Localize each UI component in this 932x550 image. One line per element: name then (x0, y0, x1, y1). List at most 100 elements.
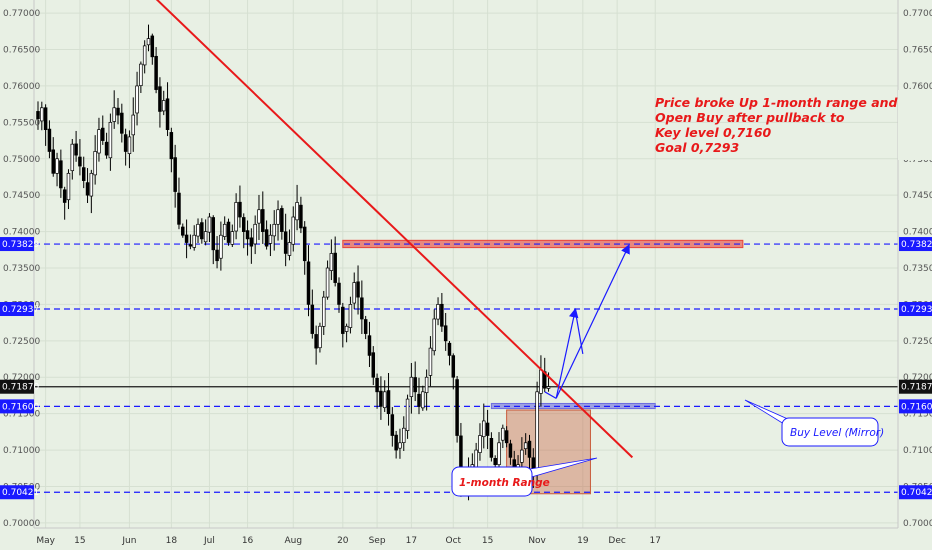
candle-body (402, 427, 406, 443)
price-box-left (0, 399, 34, 414)
resistance-zone (342, 239, 744, 249)
candle-body (360, 297, 364, 320)
candle-body (112, 107, 116, 122)
candle-body (527, 440, 532, 458)
y-axis-left: 0.77000 0.76500 0.76000 0.75500 0.75000 0.745… (3, 9, 40, 529)
y-tick-label-left: 0.72000 (3, 373, 40, 383)
price-box-right (899, 302, 932, 317)
y-tick-label-right: 0.72500 (903, 337, 932, 347)
price-box-right (899, 485, 932, 500)
horizontal-levels (34, 243, 898, 493)
candle-body (455, 379, 459, 436)
x-tick-label: 19 (577, 536, 589, 546)
x-axis: May 15 Jun 18 Jul 16 Aug 20 Sep 17 Oct 15 Nov 19 Dec 17 (36, 536, 661, 546)
y-tick-label-left: 0.74000 (3, 228, 40, 238)
price-box-right (899, 379, 932, 394)
candle-body (40, 107, 44, 122)
candle-body (443, 325, 448, 342)
candle-body (352, 282, 356, 304)
price-box-right (899, 237, 932, 252)
arrow-pullback (574, 310, 584, 355)
candle-body (489, 437, 494, 458)
y-tick-label-right: 0.76000 (903, 82, 932, 92)
x-tick-label: Sep (369, 536, 386, 546)
x-tick-label: 18 (166, 536, 178, 546)
candle-body (451, 355, 456, 378)
candle-body (348, 304, 353, 328)
candle-body (440, 303, 444, 327)
candle-body (66, 172, 71, 201)
candle-body (539, 369, 543, 394)
candle-body (150, 35, 155, 58)
candle-body (261, 209, 265, 232)
y-tick-label-right: 0.76500 (903, 46, 932, 56)
candle-body (93, 151, 97, 176)
y-tick-label-left: 0.76000 (3, 82, 40, 92)
annotation-line-4: Goal 0,7293 (655, 140, 739, 155)
candle-body (341, 306, 345, 334)
candle-body (428, 347, 433, 376)
arrow-to-goal-2 (555, 243, 630, 399)
candle-body (409, 376, 414, 397)
annotation-line-1: Price broke Up 1-month range and Dawnwar… (655, 95, 932, 110)
candle-body (169, 132, 174, 160)
candle-body (70, 143, 75, 172)
candle-body (413, 377, 417, 393)
candle-body (161, 100, 166, 112)
candle-body (215, 249, 219, 262)
price-box-right-label: 0.71870 (901, 383, 932, 393)
candle-body (139, 63, 143, 86)
candle-body (97, 129, 101, 154)
x-tick-label: Aug (284, 536, 302, 546)
candle-body (394, 434, 398, 451)
price-box-right-label: 0.72937 (901, 305, 932, 315)
y-tick-label-left: 0.75500 (3, 118, 40, 128)
candle-body (74, 143, 78, 156)
price-box-right-label: 0.73829 (901, 240, 932, 250)
grid (34, 0, 898, 528)
candle-body (219, 234, 223, 259)
candle-body (116, 107, 120, 116)
candle-body (177, 192, 181, 225)
candle-body (363, 319, 368, 334)
candle-body (546, 386, 551, 389)
candle-body (81, 167, 86, 181)
candle-body (268, 234, 273, 244)
candle-body (375, 377, 379, 393)
candle-body (318, 325, 322, 349)
price-boxes: 0.73829 0.73829 0.72937 0.72937 0.71870 0.718… (0, 237, 932, 500)
analysis-annotation: Price broke Up 1-month range and Dawnwar… (655, 95, 932, 155)
candle-body (302, 226, 307, 262)
candle-body (78, 156, 82, 167)
candle-body (474, 449, 478, 468)
price-box-left-label: 0.71600 (2, 402, 39, 412)
candle-body (493, 458, 497, 465)
y-axis-right: 0.770000.765000.760000.755000.750000.745… (903, 9, 932, 529)
y-tick-label-right: 0.71000 (903, 446, 932, 456)
candle-body (101, 127, 105, 141)
annotation-clip (898, 90, 932, 160)
downtrend-line (155, 0, 634, 459)
candle-body (230, 231, 235, 245)
candle-body (238, 201, 242, 218)
candle-body (135, 85, 139, 114)
candle-body (508, 443, 513, 458)
x-tick-label: 17 (406, 536, 417, 546)
annotation-line-2: Open Buy after pullback to (655, 110, 845, 125)
y-tick-label-right: 0.77000 (903, 9, 932, 19)
y-tick-label-right: 0.70000 (903, 519, 932, 529)
candle-body (131, 114, 136, 136)
candle-body (200, 222, 204, 240)
buy-level-callout: Buy Level (Mirror) (744, 399, 884, 447)
candle-body (306, 261, 311, 305)
candle-body (314, 334, 318, 349)
candle-body (386, 390, 391, 415)
annotation-line-3: Key level 0,7160 (655, 125, 772, 140)
range-callout-label: 1-month Range (459, 477, 550, 489)
candle-body (535, 391, 539, 475)
candle-body (272, 223, 276, 237)
candle-body (104, 141, 109, 156)
candle-body (523, 442, 528, 450)
